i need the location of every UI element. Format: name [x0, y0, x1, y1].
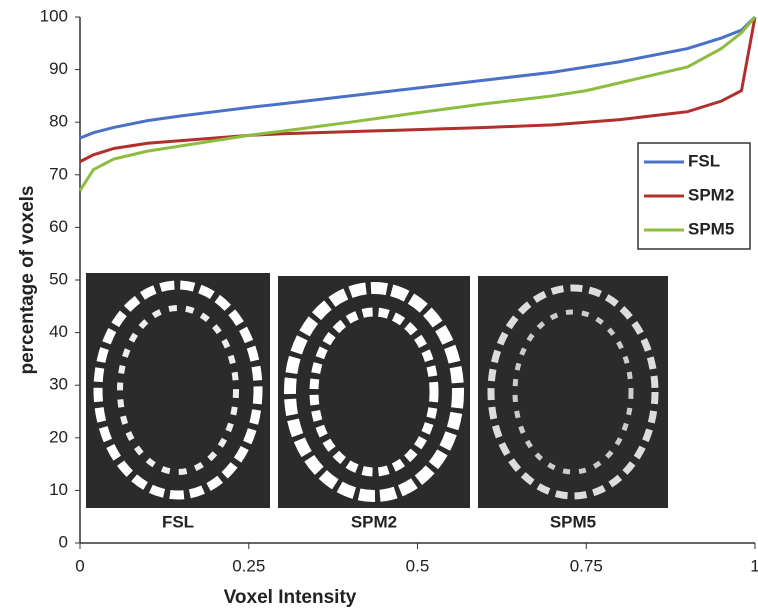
chart: Voxel Intensity percentage of voxels 010… — [0, 0, 758, 614]
x-tick-label: 0.25 — [232, 556, 265, 575]
y-tick-label: 50 — [49, 269, 68, 288]
y-tick-label: 60 — [49, 217, 68, 236]
x-tick-label: 0 — [75, 556, 84, 575]
legend-label: SPM2 — [688, 185, 734, 204]
y-axis-title: percentage of voxels — [17, 185, 38, 374]
y-tick-label: 90 — [49, 59, 68, 78]
y-tick-label: 10 — [49, 480, 68, 499]
brain-image — [86, 273, 270, 508]
y-tick-label: 30 — [49, 375, 68, 394]
line-series — [80, 17, 755, 138]
brain-images — [86, 273, 668, 508]
x-tick-label: 0.75 — [570, 556, 603, 575]
image-caption: SPM2 — [351, 512, 397, 531]
y-tick-label: 80 — [49, 112, 68, 131]
legend-label: FSL — [688, 151, 720, 170]
brain-image — [278, 276, 470, 508]
image-caption: FSL — [162, 512, 194, 531]
y-tick-label: 100 — [40, 6, 68, 25]
image-caption: SPM5 — [550, 512, 596, 531]
x-tick-label: 1 — [750, 556, 758, 575]
y-tick-label: 40 — [49, 322, 68, 341]
legend-label: SPM5 — [688, 219, 734, 238]
x-tick-label: 0.5 — [406, 556, 430, 575]
y-tick-label: 70 — [49, 164, 68, 183]
y-tick-label: 0 — [59, 532, 68, 551]
x-axis-title: Voxel Intensity — [224, 587, 357, 608]
y-tick-label: 20 — [49, 427, 68, 446]
